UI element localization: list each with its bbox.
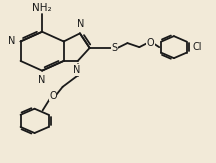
Text: O: O bbox=[49, 91, 57, 101]
Text: O: O bbox=[146, 38, 154, 48]
Text: NH₂: NH₂ bbox=[32, 3, 52, 13]
Text: N: N bbox=[8, 37, 16, 46]
Text: Cl: Cl bbox=[192, 42, 202, 52]
Text: N: N bbox=[38, 75, 46, 85]
Text: N: N bbox=[73, 65, 80, 75]
Text: N: N bbox=[77, 19, 85, 29]
Text: S: S bbox=[111, 43, 118, 53]
